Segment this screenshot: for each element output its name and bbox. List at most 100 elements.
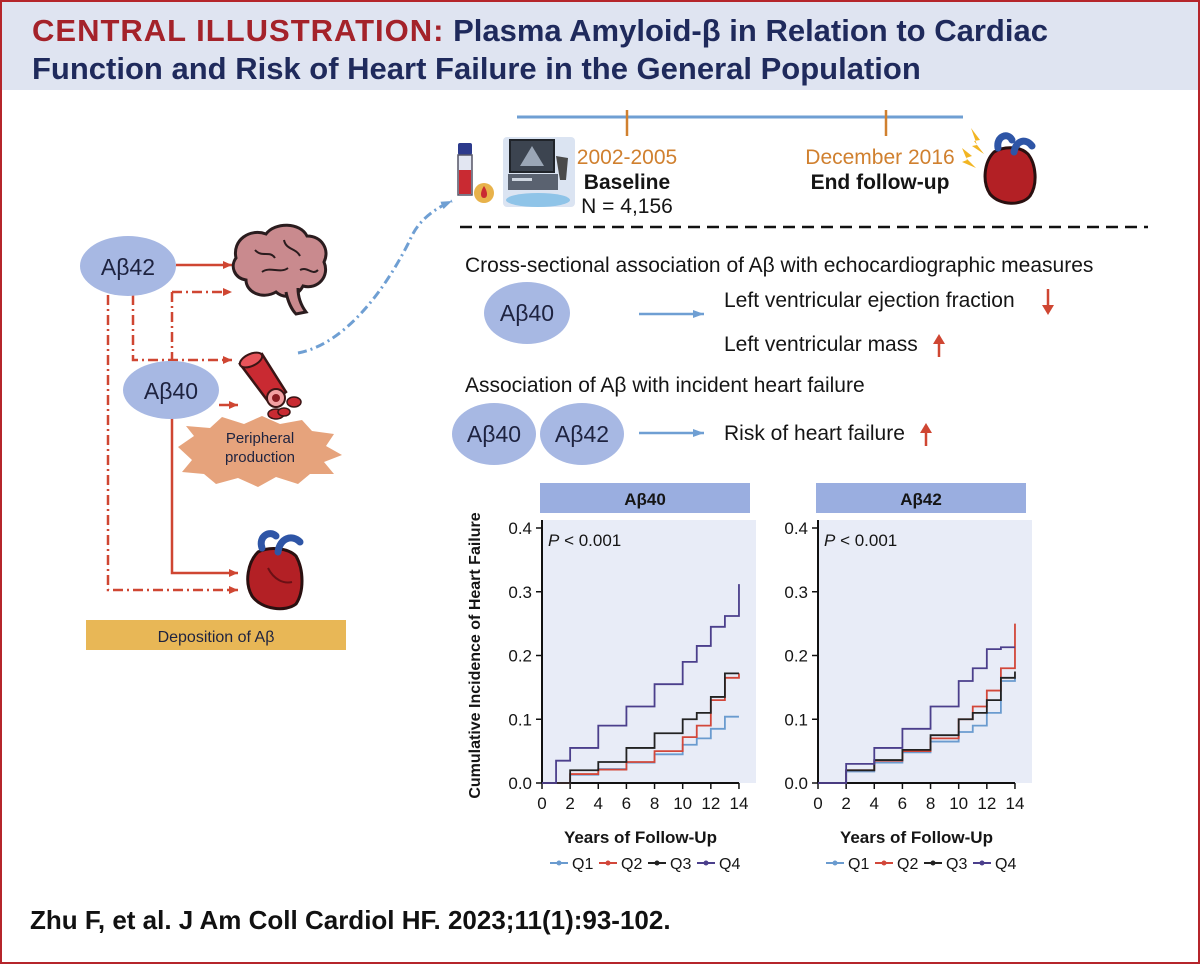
incident-hf-section: Association of Aβ with incident heart fa…: [452, 374, 932, 465]
ab40-ellipse: [123, 361, 219, 419]
cross-ab40-label: Aβ40: [500, 300, 554, 326]
risk-label: Risk of heart failure: [724, 422, 905, 445]
citation: Zhu F, et al. J Am Coll Cardiol HF. 2023…: [30, 905, 671, 935]
chart1-legend-q2: Q2: [621, 856, 642, 873]
chart1-legend-dot: [654, 860, 660, 866]
study-timeline: 2002-2005 Baseline N = 4,156 December 20…: [457, 110, 1037, 218]
chart1-title: Aβ40: [624, 490, 666, 509]
chart2-xtick-label: 10: [949, 794, 968, 813]
chart1-xtick-label: 8: [650, 794, 659, 813]
chart2-xtick-label: 14: [1006, 794, 1025, 813]
baseline-years: 2002-2005: [577, 146, 677, 169]
arrow-down-icon: [1042, 289, 1054, 315]
cross-sectional-heading: Cross-sectional association of Aβ with e…: [465, 254, 1093, 277]
arrow-up-icon: [933, 334, 945, 357]
incident-ab40-ellipse: [452, 403, 536, 465]
chart2-p-value: P < 0.001: [824, 531, 897, 550]
chart2-xtick-label: 12: [977, 794, 996, 813]
incident-heading: Association of Aβ with incident heart fa…: [465, 374, 865, 397]
chart2-legend-dot: [881, 860, 887, 866]
ab42-label: Aβ42: [101, 254, 155, 280]
ab42-to-vessel-arrow: [131, 295, 232, 364]
incident-ab42-ellipse: [540, 403, 624, 465]
chart2-series-q1: [818, 677, 1016, 784]
chart2-legend-dot: [930, 860, 936, 866]
lvef-label: Left ventricular ejection fraction: [724, 289, 1015, 312]
cross-ab40-ellipse: [484, 282, 570, 344]
chart2-strip: [816, 483, 1026, 513]
ab40-label: Aβ40: [144, 378, 198, 404]
chart1-ytick-label: 0.1: [508, 710, 532, 729]
chart2-plot-area: [818, 520, 1032, 783]
chart1-xtick-label: 10: [673, 794, 692, 813]
chart2-legend-dot: [832, 860, 838, 866]
chart2-legend-q2: Q2: [897, 856, 918, 873]
chart2-xtick-label: 0: [813, 794, 822, 813]
production-label: production: [225, 449, 295, 466]
chart1-ytick-label: 0.0: [508, 774, 532, 793]
chart1-ytick-label: 0.2: [508, 647, 532, 666]
cross-sectional-section: Cross-sectional association of Aβ with e…: [465, 254, 1093, 357]
deposition-label: Deposition of Aβ: [158, 629, 275, 646]
chart2-title: Aβ42: [900, 490, 942, 509]
chart1-ytick-label: 0.4: [508, 519, 532, 538]
chart1-legend-q1: Q1: [572, 856, 593, 873]
chart1-legend-dot: [605, 860, 611, 866]
deposition-bar: [86, 620, 346, 650]
chart1-xtick-label: 14: [730, 794, 749, 813]
chart2-ytick-label: 0.4: [784, 519, 808, 538]
chart1-xtick-label: 4: [594, 794, 603, 813]
chart1-ylabel: Cumulative Incidence of Heart Failure: [467, 512, 484, 798]
title-text: Plasma Amyloid-β in Relation to Cardiac …: [32, 13, 1048, 86]
chart2-series-q3: [818, 671, 1016, 784]
ab40-to-heart-arrow: [170, 415, 238, 577]
ab42-ellipse: [80, 236, 176, 296]
chart2-ytick-label: 0.1: [784, 710, 808, 729]
chart2-ytick-label: 0.2: [784, 647, 808, 666]
chart1-xtick-label: 6: [622, 794, 631, 813]
chart1-series-q4: [542, 584, 740, 784]
chart1-ytick-label: 0.3: [508, 583, 532, 602]
chart2-xtick-label: 6: [898, 794, 907, 813]
chart2-xtick-label: 4: [870, 794, 879, 813]
incident-ab42-label: Aβ42: [555, 421, 609, 447]
ab42-to-heart-dashed-arrow: [106, 295, 238, 594]
chart1-strip: [540, 483, 750, 513]
chart1-plot-area: [542, 520, 756, 783]
chart2-series-q4: [818, 646, 1015, 784]
chart1-xtick-label: 0: [537, 794, 546, 813]
chart1-legend-q4: Q4: [719, 856, 740, 873]
heart-icon: [246, 530, 304, 611]
end-label: End follow-up: [811, 171, 950, 194]
chart1-legend-dot: [556, 860, 562, 866]
ab40-km-chart: Aβ40 0.0 0.1 0.2 0.3 0.4 0 2 4 6 8 10 12 14 P < 0.001 Y…: [467, 483, 756, 873]
left-pathway-panel: Aβ42 Aβ40 Peripheral production: [80, 223, 346, 650]
peripheral-production-badge: Peripheral production: [178, 416, 342, 487]
heart-failure-icon: [962, 128, 1037, 205]
chart2-ytick-label: 0.0: [784, 774, 808, 793]
baseline-n: N = 4,156: [581, 195, 673, 218]
incident-ab40-label: Aβ40: [467, 421, 521, 447]
chart2-legend-dot: [979, 860, 985, 866]
ab42-km-chart: Aβ42 0.0 0.1 0.2 0.3 0.4 0 2 4 6 8 10 12 14 P < 0.001 Y…: [784, 483, 1032, 873]
chart1-legend-dot: [703, 860, 709, 866]
chart2-legend-q1: Q1: [848, 856, 869, 873]
peripheral-label: Peripheral: [226, 430, 294, 447]
chart2-ytick-label: 0.3: [784, 583, 808, 602]
chart2-xtick-label: 8: [926, 794, 935, 813]
baseline-label: Baseline: [584, 171, 670, 194]
brain-icon: [231, 223, 328, 316]
chart1-series-q3: [542, 672, 739, 784]
chart2-legend-q3: Q3: [946, 856, 967, 873]
header-band: CENTRAL ILLUSTRATION: Plasma Amyloid-β i…: [2, 2, 1198, 90]
central-illustration-title: CENTRAL ILLUSTRATION: Plasma Amyloid-β i…: [32, 12, 1182, 88]
chart2-xtick-label: 2: [841, 794, 850, 813]
arrow-up-icon: [920, 423, 932, 446]
chart1-xtick-label: 2: [565, 794, 574, 813]
title-lead: CENTRAL ILLUSTRATION:: [32, 13, 445, 48]
chart1-series-q2: [542, 673, 740, 784]
blood-tube-icon: [457, 143, 494, 203]
lvm-label: Left ventricular mass: [724, 333, 918, 356]
chart1-legend-q3: Q3: [670, 856, 691, 873]
